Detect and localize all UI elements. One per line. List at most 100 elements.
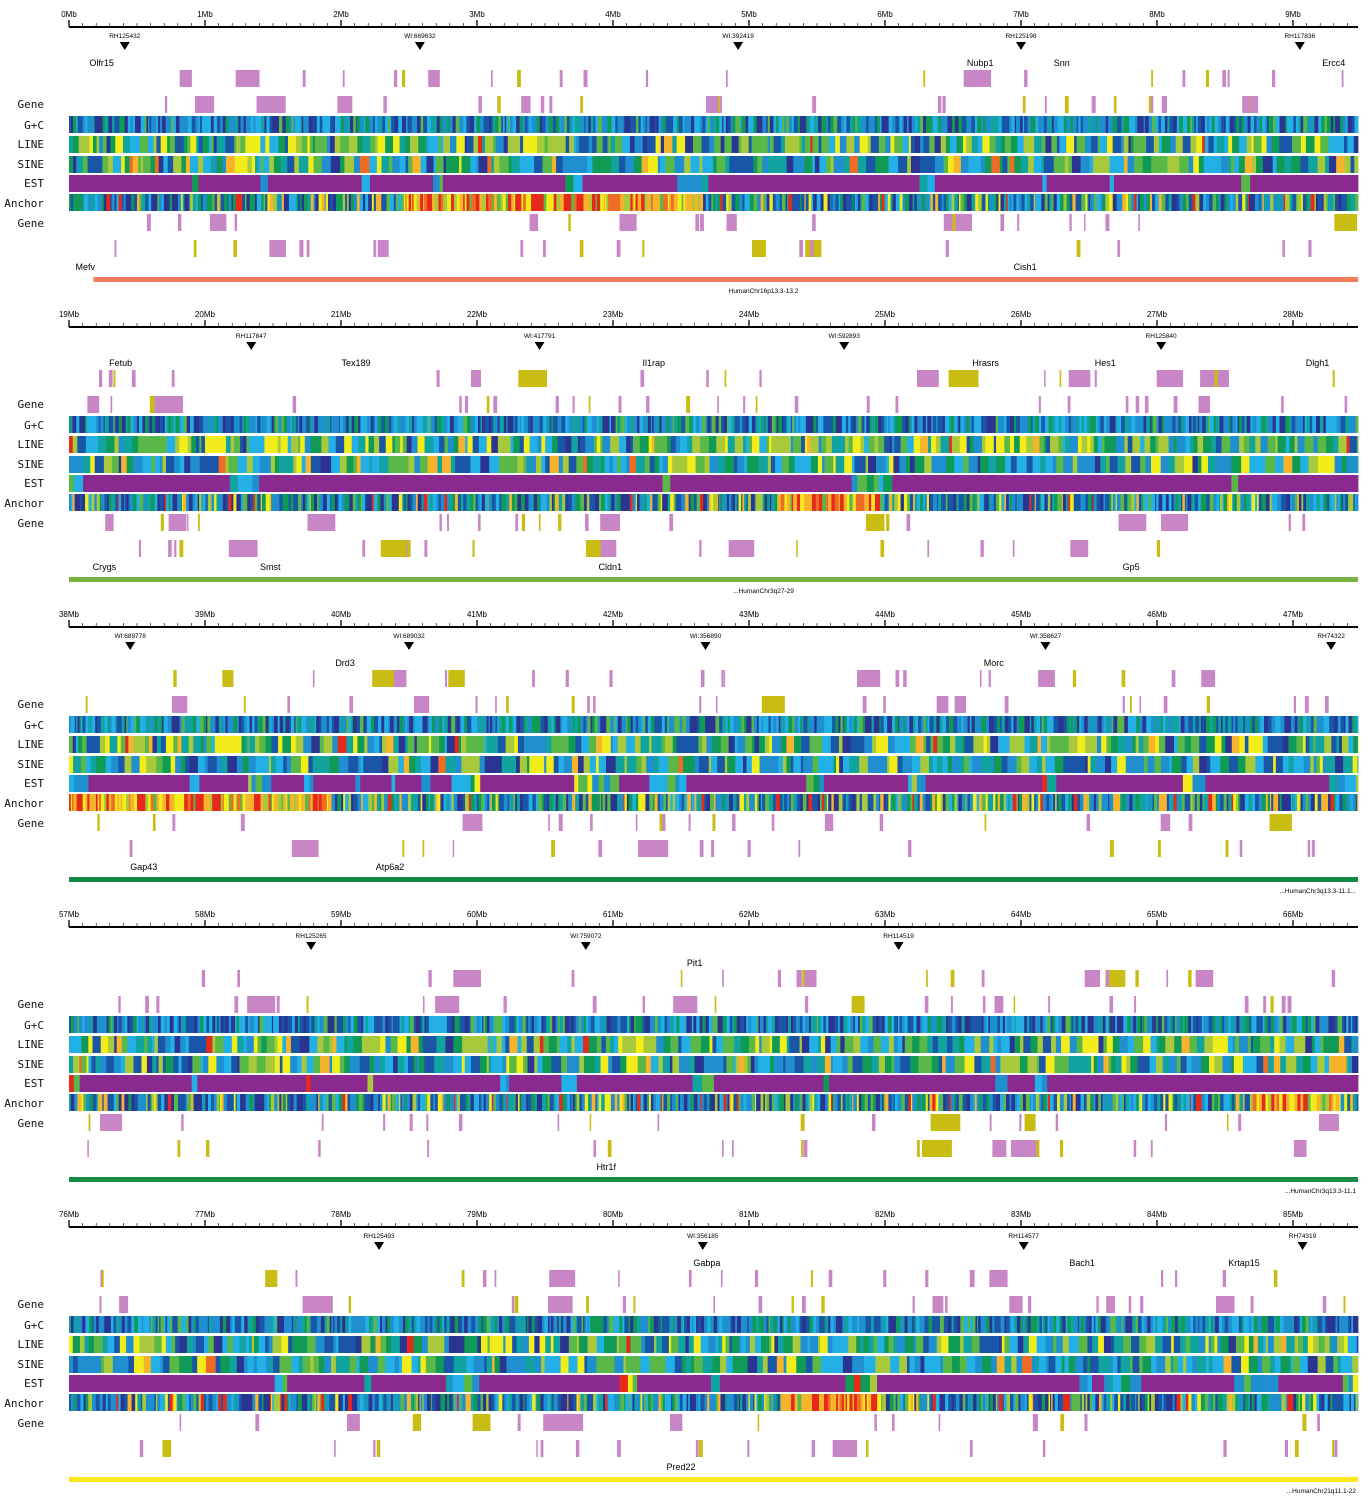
anchor-density-stripe	[1206, 194, 1210, 211]
gc-density-stripe	[725, 716, 728, 733]
gc-density-stripe	[326, 416, 331, 433]
line-density-stripe	[1326, 436, 1334, 453]
line-density-stripe	[1231, 736, 1240, 753]
anchor-density-stripe	[1131, 494, 1135, 511]
anchor-density-stripe	[720, 494, 722, 511]
gc-density-stripe	[767, 416, 773, 433]
gc-density-stripe	[864, 116, 867, 133]
gc-density-stripe	[164, 416, 168, 433]
anchor-density-stripe	[559, 794, 564, 811]
gc-density-stripe	[1279, 416, 1282, 433]
gc-density-stripe	[1090, 716, 1094, 733]
sine-density-stripe	[195, 456, 201, 473]
gc-density-stripe	[1089, 416, 1093, 433]
est-density-stripe	[480, 775, 575, 792]
gc-density-stripe	[1252, 416, 1257, 433]
anchor-density-stripe	[501, 494, 505, 511]
anchor-density-stripe	[302, 494, 306, 511]
gc-density-stripe	[1093, 716, 1098, 733]
anchor-density-stripe	[487, 494, 490, 511]
est-density-stripe	[919, 175, 928, 192]
gc-density-stripe	[671, 716, 675, 733]
gene-feature	[99, 370, 103, 387]
anchor-density-stripe	[1018, 194, 1022, 211]
sine-density-stripe	[376, 156, 382, 173]
line-density-stripe	[433, 136, 439, 153]
anchor-density-stripe	[244, 494, 248, 511]
gc-density-stripe	[857, 116, 861, 133]
sine-density-stripe	[523, 456, 527, 473]
anchor-density-stripe	[1209, 194, 1214, 211]
anchor-density-stripe	[449, 194, 452, 211]
anchor-density-stripe	[1283, 194, 1286, 211]
gc-density-stripe	[871, 416, 876, 433]
gc-density-stripe	[1058, 716, 1062, 733]
gc-density-stripe	[1081, 416, 1085, 433]
gc-density-stripe	[337, 416, 340, 433]
gene-feature	[618, 396, 622, 413]
anchor-density-stripe	[797, 794, 801, 811]
anchor-density-stripe	[440, 794, 444, 811]
line-density-stripe	[456, 136, 466, 153]
anchor-density-stripe	[935, 194, 939, 211]
anchor-density-stripe	[879, 194, 883, 211]
gc-density-stripe	[488, 716, 491, 733]
est-density-stripe	[470, 775, 475, 792]
anchor-density-stripe	[614, 494, 618, 511]
anchor-density-stripe	[721, 494, 726, 511]
line-density-stripe	[552, 436, 556, 453]
sine-density-stripe	[69, 156, 74, 173]
anchor-density-stripe	[726, 494, 730, 511]
line-density-stripe	[428, 736, 432, 753]
gc-density-stripe	[881, 416, 885, 433]
line-density-stripe	[818, 436, 822, 453]
gc-density-stripe	[1188, 716, 1191, 733]
anchor-density-stripe	[335, 794, 338, 811]
gc-density-stripe	[751, 716, 755, 733]
line-density-stripe	[535, 736, 539, 753]
line-density-stripe	[211, 736, 216, 753]
line-density-stripe	[326, 436, 329, 453]
sine-density-stripe	[786, 756, 792, 773]
gene-feature	[880, 540, 885, 557]
anchor-density-stripe	[99, 494, 102, 511]
anchor-density-stripe	[673, 194, 679, 211]
anchor-density-stripe	[1254, 194, 1260, 211]
track-label: EST	[24, 477, 44, 490]
line-density-stripe	[571, 436, 579, 453]
anchor-density-stripe	[428, 194, 433, 211]
gc-density-stripe	[183, 416, 188, 433]
sine-density-stripe	[499, 156, 510, 173]
anchor-density-stripe	[1353, 494, 1356, 511]
gc-density-stripe	[1185, 116, 1188, 133]
anchor-density-stripe	[1127, 494, 1132, 511]
anchor-density-stripe	[713, 494, 718, 511]
gc-density-stripe	[1029, 716, 1032, 733]
gc-density-stripe	[942, 416, 946, 433]
anchor-density-stripe	[1329, 194, 1334, 211]
line-density-stripe	[700, 436, 710, 453]
sine-density-stripe	[329, 756, 339, 773]
gene-feature	[1094, 370, 1097, 387]
gc-density-stripe	[620, 416, 626, 433]
gene-feature	[903, 670, 907, 687]
gc-density-stripe	[641, 716, 644, 733]
line-density-stripe	[514, 136, 521, 153]
sine-density-stripe	[727, 756, 736, 773]
gc-density-stripe	[1318, 416, 1321, 433]
marker-label: WI:417791	[524, 333, 556, 340]
gc-density-stripe	[840, 116, 845, 133]
anchor-density-stripe	[1255, 494, 1258, 511]
anchor-density-stripe	[617, 194, 621, 211]
gc-density-stripe	[1092, 416, 1097, 433]
line-density-stripe	[495, 136, 504, 153]
sine-density-stripe	[696, 156, 701, 173]
line-density-stripe	[503, 136, 509, 153]
gc-density-stripe	[807, 716, 809, 733]
anchor-density-stripe	[1323, 494, 1328, 511]
est-density-stripe	[69, 775, 75, 792]
anchor-density-stripe	[195, 794, 200, 811]
line-density-stripe	[676, 736, 685, 753]
gc-density-stripe	[283, 716, 286, 733]
anchor-density-stripe	[355, 494, 358, 511]
